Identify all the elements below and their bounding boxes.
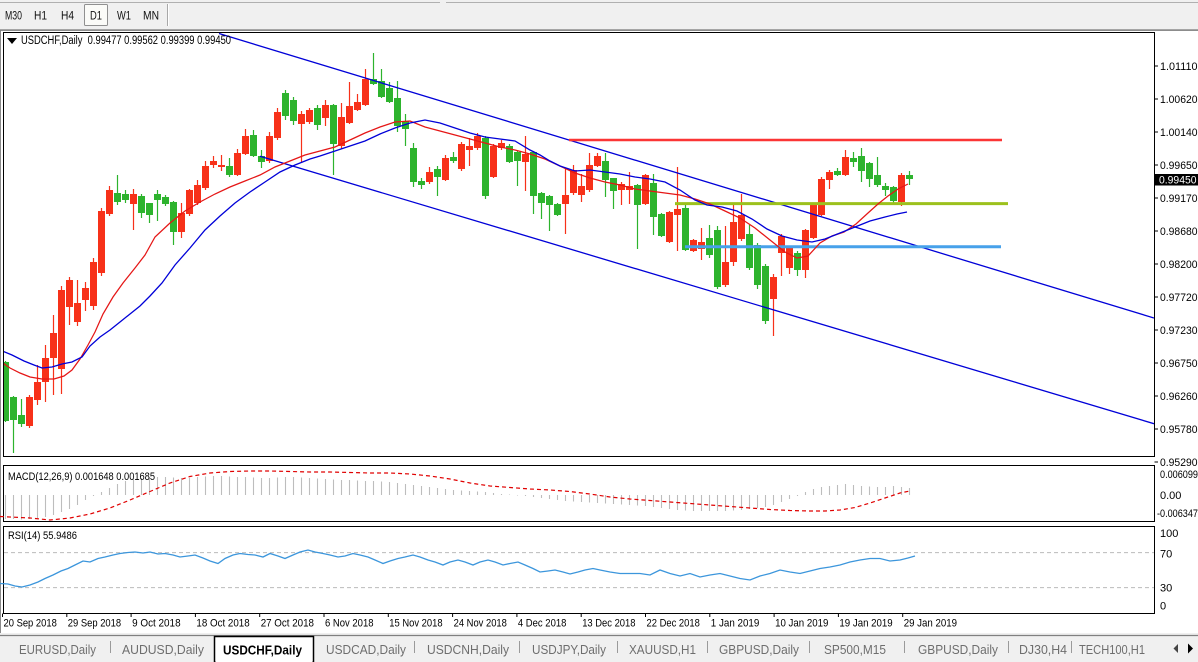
svg-text:USDCHF,Daily 0.99477 0.99562: USDCHF,Daily 0.99477 0.99562 0.99399 0.9… — [21, 35, 231, 47]
svg-text:1.01110: 1.01110 — [1160, 61, 1198, 73]
svg-text:D1: D1 — [90, 11, 102, 23]
svg-text:USDCHF,Daily: USDCHF,Daily — [223, 643, 303, 658]
svg-text:0: 0 — [1160, 601, 1166, 613]
svg-text:6 Nov 2018: 6 Nov 2018 — [325, 618, 374, 630]
svg-text:30: 30 — [1160, 583, 1172, 595]
svg-text:XAUUSD,H1: XAUUSD,H1 — [629, 642, 696, 657]
svg-text:1.00620: 1.00620 — [1160, 94, 1198, 106]
svg-text:MACD(12,26,9) 0.001648 0.00168: MACD(12,26,9) 0.001648 0.001685 — [8, 471, 155, 483]
svg-text:20 Sep 2018: 20 Sep 2018 — [4, 618, 57, 630]
svg-text:22 Dec 2018: 22 Dec 2018 — [647, 618, 700, 630]
svg-text:SP500,M15: SP500,M15 — [824, 642, 886, 657]
svg-text:0.99450: 0.99450 — [1159, 175, 1197, 187]
svg-text:USDCAD,Daily: USDCAD,Daily — [326, 642, 406, 657]
svg-text:1.00140: 1.00140 — [1160, 127, 1198, 139]
svg-text:100: 100 — [1160, 528, 1178, 540]
svg-text:18 Oct 2018: 18 Oct 2018 — [196, 618, 249, 630]
svg-text:GBPUSD,Daily: GBPUSD,Daily — [918, 642, 998, 657]
svg-text:USDCNH,Daily: USDCNH,Daily — [427, 642, 509, 657]
svg-text:GBPUSD,Daily: GBPUSD,Daily — [719, 642, 799, 657]
svg-text:1 Jan 2019: 1 Jan 2019 — [711, 618, 760, 630]
svg-text:EURUSD,Daily: EURUSD,Daily — [19, 642, 96, 657]
svg-text:USDJPY,Daily: USDJPY,Daily — [532, 642, 606, 657]
svg-text:0.98200: 0.98200 — [1160, 259, 1198, 271]
svg-text:H1: H1 — [34, 11, 47, 23]
svg-text:DJ30,H4: DJ30,H4 — [1019, 642, 1067, 657]
svg-text:0.96260: 0.96260 — [1160, 391, 1198, 403]
svg-text:29 Jan 2019: 29 Jan 2019 — [904, 618, 957, 630]
svg-text:-0.006347: -0.006347 — [1157, 508, 1198, 520]
svg-text:27 Oct 2018: 27 Oct 2018 — [261, 618, 314, 630]
svg-text:4 Dec 2018: 4 Dec 2018 — [518, 618, 567, 630]
svg-text:0.00: 0.00 — [1160, 490, 1181, 502]
svg-text:0.97230: 0.97230 — [1160, 325, 1198, 337]
svg-text:0.96750: 0.96750 — [1160, 358, 1198, 370]
svg-text:0.006099: 0.006099 — [1160, 469, 1198, 481]
svg-text:24 Nov 2018: 24 Nov 2018 — [454, 618, 507, 630]
svg-text:W1: W1 — [117, 11, 131, 23]
svg-text:MN: MN — [143, 11, 159, 23]
svg-text:0.97720: 0.97720 — [1160, 292, 1198, 304]
svg-text:29 Sep 2018: 29 Sep 2018 — [68, 618, 121, 630]
svg-text:9 Oct 2018: 9 Oct 2018 — [132, 618, 181, 630]
svg-text:13 Dec 2018: 13 Dec 2018 — [582, 618, 635, 630]
svg-text:0.99170: 0.99170 — [1160, 193, 1198, 205]
svg-text:M30: M30 — [5, 11, 22, 23]
svg-text:0.95780: 0.95780 — [1160, 424, 1198, 436]
svg-text:0.95290: 0.95290 — [1160, 457, 1198, 469]
svg-text:AUDUSD,Daily: AUDUSD,Daily — [122, 642, 204, 657]
svg-text:70: 70 — [1160, 549, 1172, 561]
svg-text:0.98680: 0.98680 — [1160, 226, 1198, 238]
svg-text:H4: H4 — [61, 11, 75, 23]
svg-text:10 Jan 2019: 10 Jan 2019 — [775, 618, 828, 630]
svg-text:15 Nov 2018: 15 Nov 2018 — [389, 618, 442, 630]
svg-text:RSI(14) 55.9486: RSI(14) 55.9486 — [8, 530, 77, 542]
svg-text:19 Jan 2019: 19 Jan 2019 — [839, 618, 892, 630]
svg-text:0.99650: 0.99650 — [1160, 160, 1198, 172]
svg-text:TECH100,H1: TECH100,H1 — [1079, 642, 1145, 657]
